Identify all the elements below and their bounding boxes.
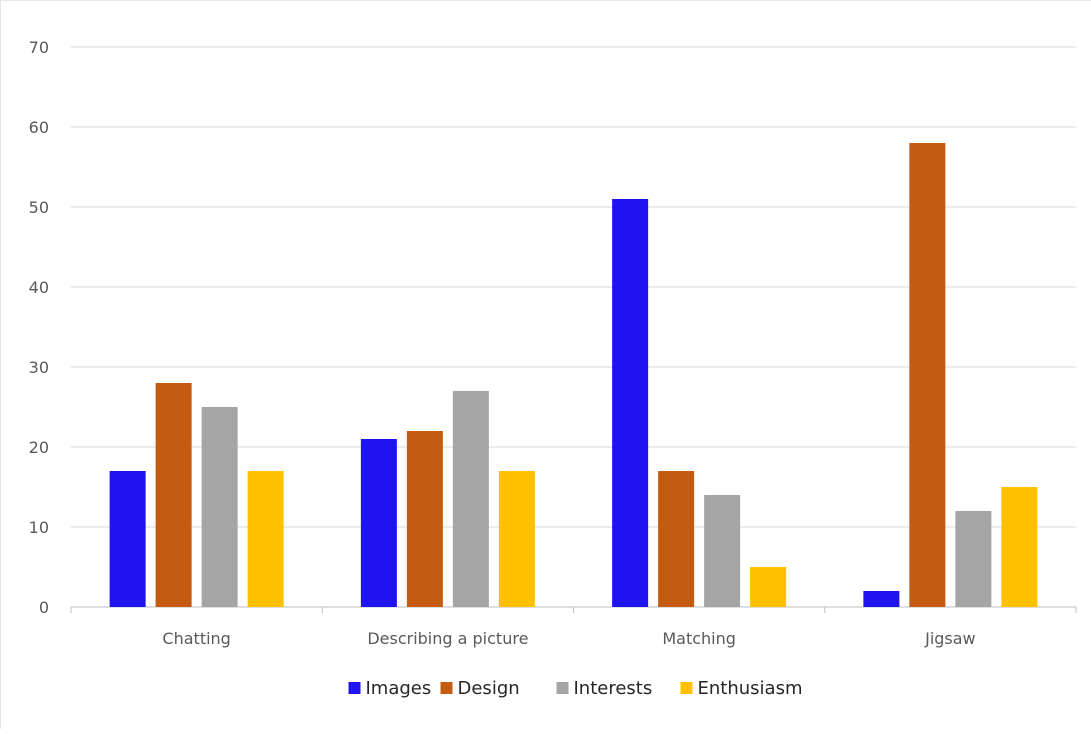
y-tick-label: 20 <box>29 438 49 457</box>
y-tick-label: 60 <box>29 118 49 137</box>
legend-label-images: Images <box>366 678 432 699</box>
legend-swatch-design <box>440 682 453 694</box>
axes: 0 10 20 30 40 50 60 70 Chatting Describing a pict… <box>29 38 1077 648</box>
bar-design-matching <box>658 471 695 607</box>
y-tick-label: 30 <box>29 358 49 377</box>
bar-images-describing-a-picture <box>360 439 397 607</box>
legend: Images Design Interests Enthusiasm <box>348 678 803 699</box>
y-tick-label: 40 <box>29 278 49 297</box>
x-tick-label: Matching <box>662 629 736 648</box>
y-tick-label: 70 <box>29 38 49 57</box>
legend-label-design: Design <box>458 678 520 699</box>
y-tick-label: 50 <box>29 198 49 217</box>
bar-interests-chatting <box>201 407 238 607</box>
bar-enthusiasm-describing-a-picture <box>498 471 535 607</box>
x-tick-label: Jigsaw <box>924 629 976 648</box>
gridlines <box>71 46 1076 528</box>
x-tick-label: Chatting <box>162 629 230 648</box>
legend-label-enthusiasm: Enthusiasm <box>698 678 803 699</box>
legend-swatch-enthusiasm <box>680 682 693 694</box>
legend-swatch-images <box>348 682 361 694</box>
bar-design-describing-a-picture <box>406 431 443 607</box>
bar-interests-describing-a-picture <box>452 391 489 607</box>
bars <box>109 143 1038 607</box>
bar-interests-matching <box>704 495 741 607</box>
x-tick-label: Describing a picture <box>367 629 528 648</box>
bar-enthusiasm-jigsaw <box>1001 487 1038 607</box>
bar-images-chatting <box>109 471 146 607</box>
bar-enthusiasm-matching <box>750 567 787 607</box>
y-tick-label: 0 <box>39 598 49 617</box>
bar-design-chatting <box>155 383 192 607</box>
y-tick-label: 10 <box>29 518 49 537</box>
bar-images-jigsaw <box>863 591 900 607</box>
bar-enthusiasm-chatting <box>247 471 284 607</box>
legend-swatch-interests <box>556 682 569 694</box>
legend-label-interests: Interests <box>574 678 653 699</box>
bar-images-matching <box>612 199 649 607</box>
bar-design-jigsaw <box>909 143 946 607</box>
bar-interests-jigsaw <box>955 511 992 607</box>
